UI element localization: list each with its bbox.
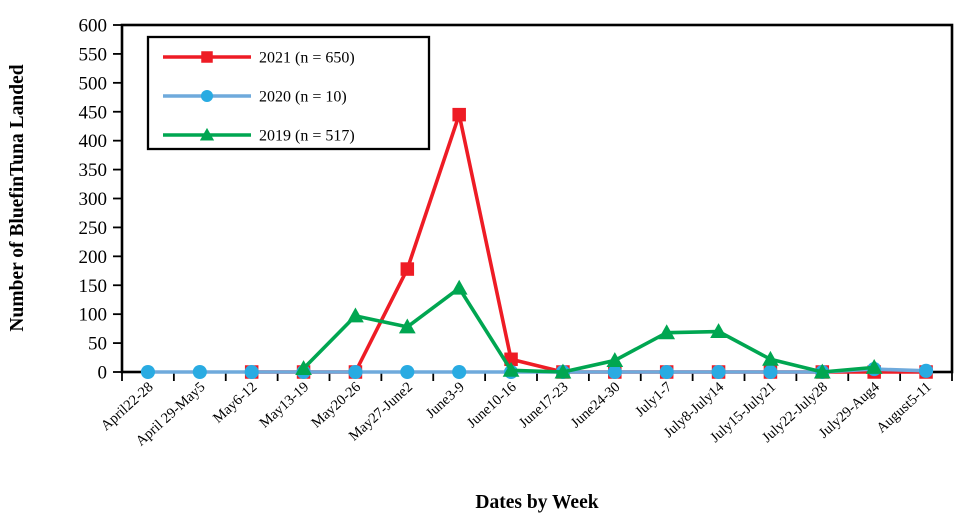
series-line-2019: [301, 286, 876, 374]
series-2019: [295, 279, 883, 379]
marker-2020: [452, 364, 467, 380]
x-tick-label: June3-9: [423, 379, 468, 422]
x-axis-title: Dates by Week: [475, 492, 598, 513]
y-tick-label: 550: [79, 44, 108, 65]
x-tick-label: May6-12: [210, 379, 260, 426]
marker-2020: [763, 364, 778, 380]
x-tick-label: June17-23: [516, 379, 572, 431]
marker-2019: [606, 352, 624, 367]
y-tick-label: 100: [79, 305, 108, 326]
marker-2020: [607, 364, 622, 380]
marker-2019: [398, 318, 416, 334]
marker-2021: [400, 262, 415, 276]
y-axis-title: Number of BluefinTuna Landed: [7, 64, 28, 331]
marker-2020: [348, 364, 363, 380]
y-tick-label: 350: [79, 160, 108, 181]
y-tick-label: 450: [79, 102, 108, 123]
marker-2019: [813, 363, 831, 379]
legend-item-2019: 2019 (n = 517): [163, 128, 355, 145]
marker-2020: [659, 364, 674, 380]
y-tick-label: 0: [98, 363, 108, 384]
marker-2019: [450, 279, 468, 295]
marker-2020: [711, 364, 726, 380]
marker-2019: [347, 307, 364, 323]
marker-2019: [710, 323, 727, 339]
x-tick-label: July1-7: [632, 379, 675, 420]
marker-2020: [140, 364, 155, 380]
x-tick-label: May13-19: [257, 379, 313, 431]
x-tick-label: June24-30: [568, 379, 624, 431]
marker-2019: [554, 363, 572, 379]
legend-label-2020: 2020 (n = 10): [259, 89, 347, 106]
marker-2019: [865, 359, 883, 374]
x-tick-label: August5-11: [874, 379, 935, 436]
y-tick-label: 500: [79, 73, 108, 94]
marker-2019: [502, 361, 520, 377]
legend-label-2019: 2019 (n = 517): [259, 128, 355, 145]
legend-label-2021: 2021 (n = 650): [259, 50, 355, 67]
y-tick-label: 250: [79, 218, 108, 239]
marker-2020: [192, 364, 207, 380]
y-tick-label: 600: [79, 16, 108, 37]
marker-2019: [658, 324, 676, 340]
legend-marker-2021: [201, 51, 213, 63]
legend-marker-2020: [200, 89, 214, 103]
marker-2021: [452, 107, 466, 122]
legend-item-2020: 2020 (n = 10): [163, 89, 347, 106]
marker-2019: [762, 350, 779, 366]
legend-item-2021: 2021 (n = 650): [163, 50, 355, 67]
marker-2020: [400, 364, 415, 380]
marker-2019: [295, 360, 312, 376]
y-tick-label: 150: [79, 276, 108, 297]
y-tick-label: 400: [79, 131, 108, 152]
marker-2020: [919, 363, 934, 378]
y-tick-label: 300: [79, 189, 108, 210]
marker-2020: [244, 364, 259, 380]
x-tick-label: June10-16: [464, 379, 520, 431]
legend: 2021 (n = 650) 2020 (n = 10) 2019 (n = 517…: [146, 35, 431, 151]
y-tick-label: 200: [79, 247, 108, 268]
y-tick-label: 50: [88, 334, 107, 355]
legend-marker-2019: [199, 127, 215, 141]
series-line-2021: [249, 112, 928, 374]
